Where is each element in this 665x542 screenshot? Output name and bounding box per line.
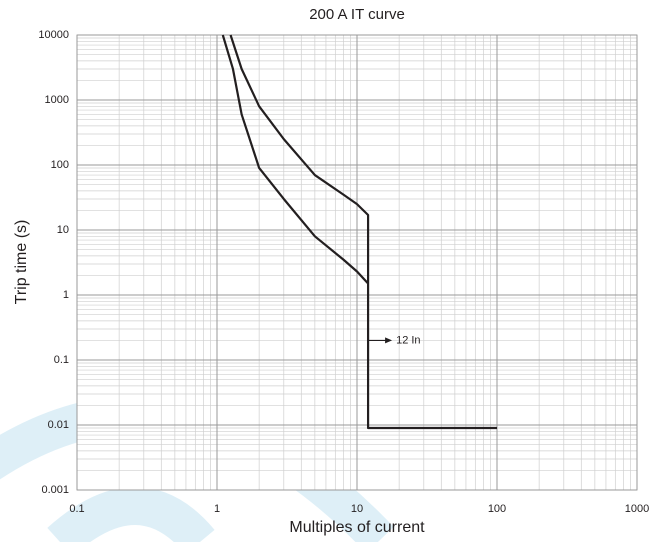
x-tick-label: 100: [488, 503, 506, 515]
arrow-head: [385, 337, 393, 344]
x-axis-label: Multiples of current: [289, 519, 425, 536]
y-tick-label: 1: [63, 289, 69, 301]
y-tick-label: 1000: [45, 94, 69, 106]
y-tick-label: 0.001: [41, 484, 69, 496]
annotation-text: 12 In: [396, 334, 420, 346]
y-tick-label: 0.1: [54, 354, 69, 366]
curve: [221, 34, 369, 285]
x-tick-label: 1: [214, 503, 220, 515]
y-tick-label: 10: [57, 224, 69, 236]
y-tick-label: 10000: [38, 29, 69, 41]
watermark-arc: [47, 487, 215, 542]
x-tick-label: 1000: [625, 503, 649, 515]
y-tick-label: 0.01: [48, 419, 69, 431]
x-tick-label: 0.1: [69, 503, 84, 515]
chart-title: 200 A IT curve: [309, 6, 405, 23]
x-tick-label: 10: [351, 503, 363, 515]
curve: [229, 34, 497, 430]
y-tick-label: 100: [51, 159, 69, 171]
y-axis-label: Trip time (s): [13, 220, 30, 305]
